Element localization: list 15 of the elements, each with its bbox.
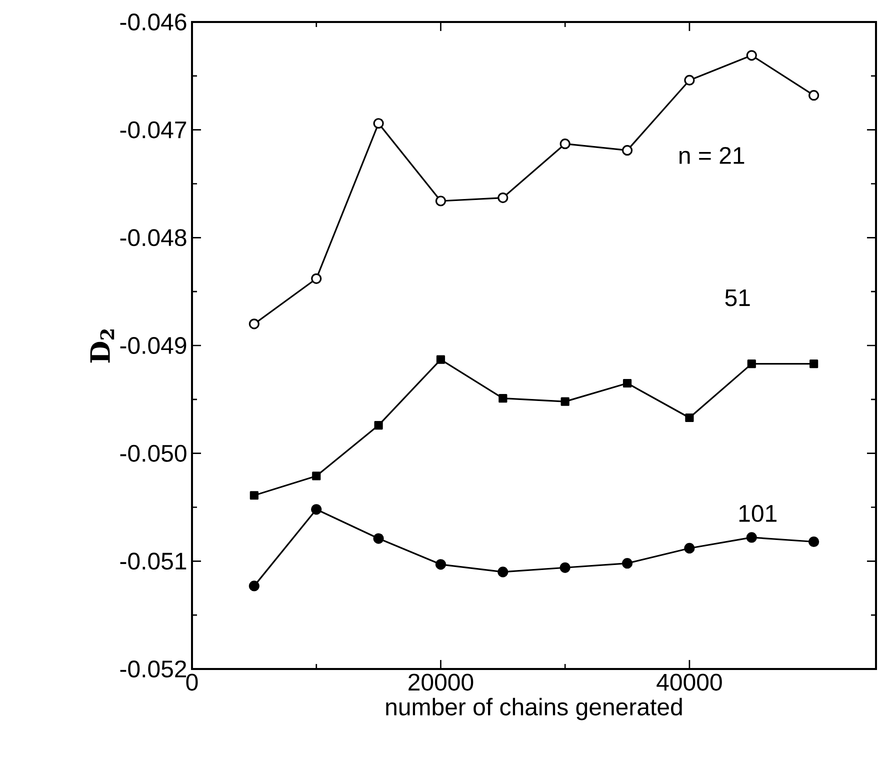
- text: D$_{2}$: [90, 329, 114, 363]
- y-tick-label: -0.047: [120, 121, 186, 138]
- y-tick-label: -0.046: [120, 13, 186, 30]
- series-label: 101: [739, 504, 776, 522]
- text: 51: [725, 289, 750, 306]
- x-tick-label: 0: [186, 674, 198, 691]
- y-tick-label: -0.050: [120, 444, 186, 462]
- x-tick-label: 40000: [656, 674, 722, 691]
- series-label: n = 21: [680, 147, 744, 164]
- x-tick-label: 20000: [408, 674, 474, 691]
- x-axis-title: number of chains generated: [386, 698, 682, 720]
- y-tick-label: -0.052: [120, 660, 186, 678]
- y-tick-label: -0.049: [120, 336, 186, 354]
- y-tick-label: -0.048: [120, 229, 186, 246]
- y-tick-label: -0.051: [120, 552, 186, 570]
